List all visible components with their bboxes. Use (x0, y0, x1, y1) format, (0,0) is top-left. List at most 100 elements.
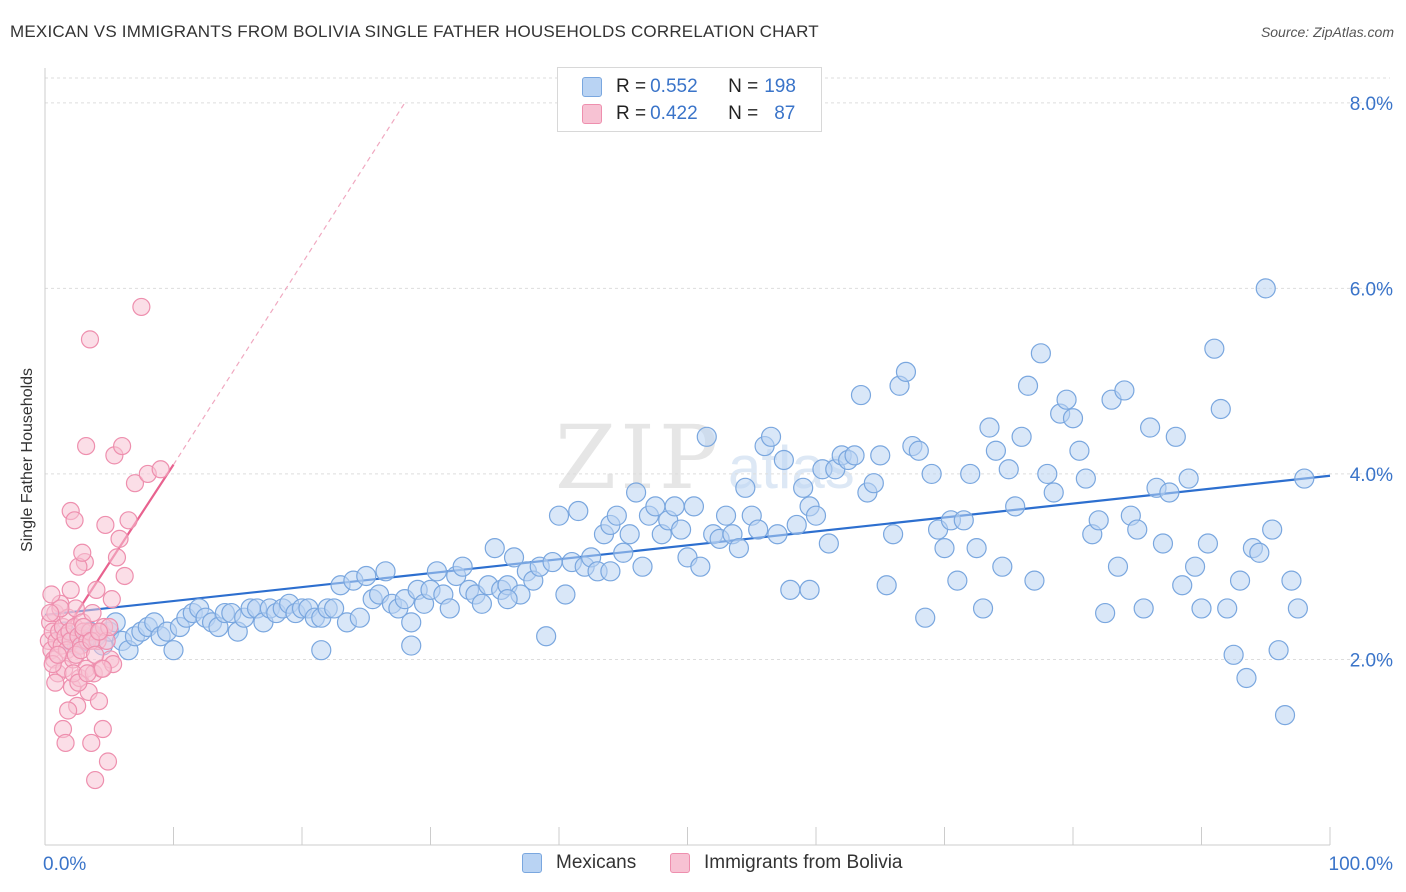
point-mexicans (426, 561, 448, 582)
point-mexicans (992, 556, 1013, 577)
legend-r-value: 0.422 (650, 103, 698, 124)
point-bolivia (89, 692, 109, 711)
point-mexicans (773, 449, 794, 471)
point-mexicans (882, 524, 904, 545)
legend-n-value: 87 (774, 103, 796, 124)
point-mexicans (696, 426, 717, 447)
point-mexicans (1043, 482, 1064, 503)
point-mexicans (895, 361, 917, 382)
point-bolivia (87, 580, 106, 599)
point-mexicans (998, 459, 1019, 480)
point-mexicans (1011, 426, 1032, 447)
point-mexicans (799, 579, 820, 600)
point-mexicans (1236, 667, 1257, 689)
point-bolivia (107, 548, 127, 567)
point-bolivia (93, 659, 112, 678)
point-mexicans (1062, 408, 1084, 429)
data-points (39, 278, 1315, 790)
point-mexicans (1017, 375, 1039, 396)
point-bolivia (41, 603, 60, 623)
point-mexicans (921, 463, 942, 485)
legend-n-label: N = (728, 76, 759, 97)
point-mexicans (356, 565, 377, 587)
point-mexicans (1133, 598, 1154, 619)
point-mexicans (748, 519, 769, 540)
point-mexicans (793, 477, 814, 498)
point-bolivia (93, 719, 112, 739)
point-mexicans (484, 538, 505, 559)
point-mexicans (324, 598, 345, 619)
point-mexicans (760, 426, 782, 447)
legend-r-label: R = (616, 103, 647, 124)
trend-line-mexicans (44, 474, 1331, 617)
point-bolivia (98, 752, 118, 771)
point-mexicans (690, 556, 711, 577)
point-mexicans (401, 635, 422, 656)
point-mexicans (1268, 640, 1289, 661)
legend-label: Mexicans (556, 852, 637, 873)
point-mexicans (715, 505, 737, 526)
point-mexicans (613, 542, 634, 563)
point-bolivia (80, 330, 100, 349)
point-mexicans (1165, 426, 1186, 447)
point-mexicans (632, 556, 653, 577)
point-mexicans (1139, 417, 1161, 438)
point-mexicans (1069, 440, 1090, 461)
legend-item-mexicans: Mexicans (522, 852, 636, 874)
point-mexicans (1114, 380, 1135, 401)
point-mexicans (1294, 468, 1315, 489)
point-mexicans (548, 505, 570, 526)
point-mexicans (786, 514, 807, 536)
point-bolivia (56, 733, 75, 753)
chart-title: MEXICAN VS IMMIGRANTS FROM BOLIVIA SINGL… (10, 22, 819, 41)
legend-swatch-pink (582, 104, 602, 124)
point-mexicans (1075, 468, 1096, 489)
point-mexicans (876, 575, 897, 596)
point-bolivia (61, 580, 80, 599)
y-tick-label: 4.0% (1350, 465, 1393, 486)
axes (44, 68, 1331, 846)
point-bolivia (125, 474, 145, 493)
point-mexicans (1262, 519, 1283, 540)
point-mexicans (683, 496, 705, 517)
point-mexicans (1030, 343, 1051, 364)
legend-swatch-blue (522, 853, 542, 873)
series-legend: Mexicans Immigrants from Bolivia (0, 852, 1406, 876)
point-mexicans (863, 473, 884, 494)
point-bolivia (110, 529, 129, 548)
point-mexicans (972, 598, 994, 619)
stats-legend: R = 0.552 N = 198 R = 0.422 N = 87 (557, 67, 822, 132)
legend-item-bolivia: Immigrants from Bolivia (670, 852, 903, 874)
point-bolivia (96, 515, 115, 535)
point-mexicans (805, 505, 827, 526)
point-bolivia (151, 460, 170, 479)
y-axis-label: Single Father Households (19, 367, 36, 553)
legend-swatch-pink (670, 853, 690, 873)
point-mexicans (1127, 519, 1148, 540)
legend-row-mexicans: R = 0.552 N = 198 (582, 76, 796, 98)
point-bolivia (77, 436, 96, 456)
point-mexicans (1184, 556, 1206, 577)
point-mexicans (1191, 598, 1212, 619)
y-tick-label: 8.0% (1350, 94, 1393, 115)
y-tick-label: 2.0% (1350, 650, 1393, 671)
point-bolivia (46, 673, 65, 692)
point-mexicans (664, 496, 685, 517)
point-mexicans (1152, 533, 1174, 554)
point-mexicans (985, 440, 1007, 461)
x-tick-label: 100.0% (1329, 854, 1394, 875)
point-mexicans (670, 519, 692, 540)
point-bolivia (115, 566, 134, 586)
point-bolivia (83, 603, 102, 623)
point-mexicans (1229, 570, 1251, 591)
point-mexicans (1095, 602, 1116, 624)
point-mexicans (728, 538, 750, 559)
legend-swatch-blue (582, 77, 602, 97)
point-mexicans (915, 607, 936, 628)
point-mexicans (555, 584, 576, 605)
point-mexicans (497, 589, 518, 610)
point-mexicans (471, 593, 492, 614)
point-mexicans (947, 570, 968, 591)
point-mexicans (1197, 533, 1219, 554)
point-mexicans (844, 445, 865, 466)
